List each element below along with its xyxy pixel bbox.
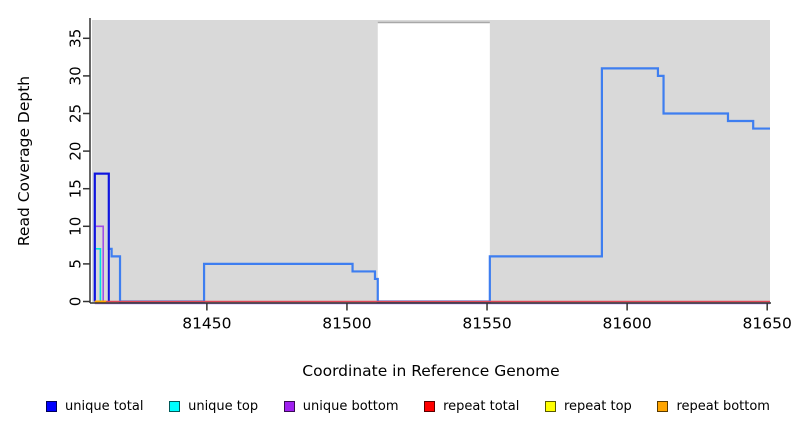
legend-item-unique-bottom: unique bottom	[283, 399, 399, 414]
y-tick-label: 30	[67, 66, 85, 85]
unique-bottom-swatch-icon	[283, 401, 295, 412]
y-tick-label: 20	[67, 142, 85, 161]
y-tick-label: 25	[67, 104, 85, 123]
x-axis-title: Coordinate in Reference Genome	[302, 362, 560, 380]
y-tick-label: 5	[67, 259, 85, 269]
legend-label: unique bottom	[302, 399, 399, 414]
legend-item-unique-top: unique top	[169, 399, 258, 414]
legend-item-unique-total: unique total	[46, 399, 143, 414]
x-tick-label: 81550	[462, 315, 511, 333]
legend-label: repeat top	[564, 399, 632, 414]
legend-item-repeat-total: repeat total	[424, 399, 519, 414]
repeat-total-swatch-icon	[424, 401, 436, 412]
x-tick-label: 81450	[182, 315, 231, 333]
y-axis-title: Read Coverage Depth	[15, 75, 33, 247]
series-coverage-main	[93, 67, 770, 303]
series-unique-total-peak	[93, 172, 110, 302]
x-tick-label: 81600	[602, 315, 651, 333]
unique-top-swatch-icon	[169, 401, 181, 412]
unique-total-swatch-icon	[46, 401, 57, 412]
y-tick-label: 35	[67, 29, 85, 48]
y-tick-label: 10	[67, 217, 85, 236]
y-tick-label: 15	[67, 179, 85, 198]
legend-label: unique top	[188, 399, 259, 414]
x-tick-label: 81500	[322, 315, 371, 333]
legend: unique total unique top unique bottom re…	[46, 399, 770, 414]
plot-canvas: 0 5 10 15 20 25 30 35 81450 81500 81550 81600 81650	[67, 18, 792, 333]
legend-label: repeat total	[443, 399, 520, 414]
repeat-top-swatch-icon	[545, 401, 556, 412]
masked-region	[377, 22, 490, 302]
legend-label: unique total	[65, 399, 144, 414]
x-tick-label: 81650	[743, 315, 792, 333]
y-tick-label: 0	[67, 297, 85, 307]
legend-item-repeat-top: repeat top	[545, 399, 632, 414]
legend-label: repeat bottom	[676, 399, 770, 414]
repeat-bottom-swatch-icon	[657, 401, 669, 412]
legend-item-repeat-bottom: repeat bottom	[657, 399, 770, 414]
